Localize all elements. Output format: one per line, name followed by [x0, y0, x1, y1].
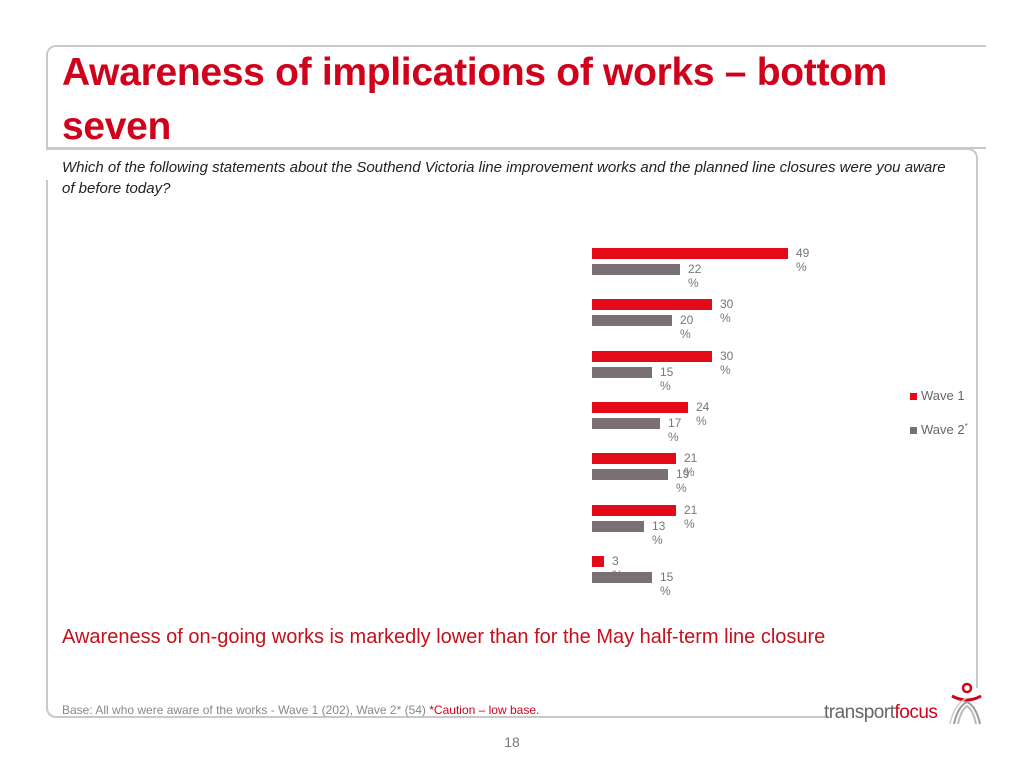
value-label-wave2: 15 %: [660, 569, 674, 598]
caution-text: *Caution – low base.: [429, 703, 540, 717]
bar-wave1: [592, 453, 676, 465]
bar-wave1: [592, 555, 604, 567]
transportfocus-logo: transportfocus: [824, 682, 984, 728]
logo-text-transport: transport: [824, 702, 895, 723]
legend-label-wave1: Wave 1: [921, 388, 965, 403]
legend-item-wave2: Wave 2 *: [910, 422, 968, 456]
key-finding: Awareness of on-going works is markedly …: [62, 626, 826, 648]
bar-wave1: [592, 248, 788, 259]
bar-wave2: [592, 417, 660, 429]
value-label-wave2: 20 %: [680, 313, 694, 342]
bar-wave2: [592, 315, 672, 327]
survey-question: Which of the following statements about …: [62, 159, 946, 197]
bar-wave1: [592, 504, 676, 516]
value-label-wave1: 21 %: [684, 451, 698, 480]
bar-wave2: [592, 469, 668, 481]
base-text: Base: All who were aware of the works - …: [62, 703, 430, 717]
value-label-wave2: 19 %: [676, 467, 690, 496]
legend-swatch-wave2: [910, 427, 917, 434]
bar-wave2: [592, 571, 652, 583]
bar-wave1: [592, 401, 688, 413]
value-label-wave1: 30 %: [720, 348, 734, 377]
legend-swatch-wave1: [910, 393, 917, 400]
value-label-wave1: 30 %: [720, 297, 734, 326]
value-label-wave1: 21 %: [684, 502, 698, 531]
bar-wave1: [592, 299, 712, 311]
value-label-wave1: 49 %: [796, 246, 810, 274]
bar-wave1: [592, 350, 712, 362]
base-note: Base: All who were aware of the works - …: [62, 703, 539, 717]
page-number: 18: [504, 734, 520, 750]
legend-item-wave1: Wave 1: [910, 388, 968, 422]
bar-wave2: [592, 366, 652, 378]
bar-wave2: [592, 520, 644, 532]
value-label-wave2: 22 %: [688, 262, 702, 290]
frame-left-line: [46, 180, 48, 690]
legend-label-wave2: Wave 2: [921, 422, 965, 437]
content-frame: [46, 148, 978, 688]
value-label-wave2: 17 %: [668, 415, 682, 444]
value-label-wave1: 24 %: [696, 399, 710, 428]
footer-frame: [46, 600, 826, 718]
bar-wave2: [592, 264, 680, 275]
logo-wordmark: transportfocus: [824, 702, 938, 724]
person-arch-icon: [949, 682, 982, 724]
chart-legend: Wave 1 Wave 2 *: [910, 388, 968, 456]
low-base-marker: *: [964, 422, 968, 431]
slide-title: Awareness of implications of works – bot…: [62, 51, 888, 148]
logo-text-focus: focus: [894, 702, 938, 723]
value-label-wave2: 15 %: [660, 364, 674, 393]
value-label-wave2: 13 %: [652, 518, 666, 547]
